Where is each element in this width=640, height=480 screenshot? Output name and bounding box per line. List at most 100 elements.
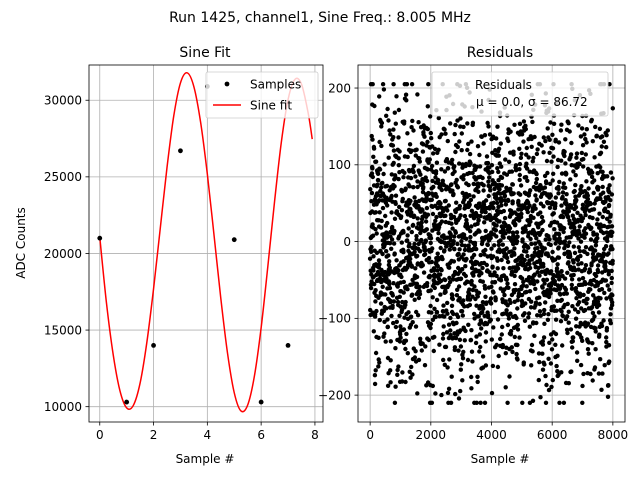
residual-point (580, 383, 585, 389)
residual-point (376, 198, 382, 203)
residual-point (463, 328, 468, 334)
residual-point (505, 259, 511, 265)
residual-point (448, 315, 453, 321)
residual-point (471, 181, 476, 187)
residual-point (387, 282, 392, 287)
residual-point (608, 321, 613, 326)
residual-point (460, 190, 465, 196)
residual-point (381, 308, 386, 314)
residual-point (453, 391, 458, 397)
residual-point (401, 327, 407, 332)
residual-point (407, 241, 412, 247)
residual-point (392, 251, 397, 256)
residual-point (414, 233, 419, 239)
residuals-legend-label: Residuals (475, 78, 532, 92)
residual-point (396, 135, 401, 140)
residual-point (606, 343, 612, 348)
residual-point (517, 121, 523, 127)
residual-point (432, 146, 438, 152)
residual-point (425, 139, 430, 145)
residual-point (532, 231, 538, 236)
residual-point (597, 252, 602, 258)
residual-point (499, 257, 504, 263)
residual-point (451, 311, 456, 317)
residual-point (604, 230, 609, 235)
residual-point (424, 227, 429, 232)
residual-point (438, 245, 443, 251)
residual-point (403, 299, 408, 305)
residual-point (390, 224, 395, 230)
residual-point (535, 270, 540, 275)
residual-point (542, 321, 547, 326)
residual-point (391, 281, 396, 286)
residual-point (428, 130, 433, 136)
residual-point (536, 377, 541, 383)
residual-point (559, 203, 564, 208)
residual-point (506, 285, 511, 290)
residual-point (559, 297, 564, 303)
residual-point (404, 98, 409, 103)
sine-fit-title: Sine Fit (179, 45, 231, 61)
residual-point (483, 247, 488, 253)
residual-point (590, 251, 596, 257)
residual-point (384, 183, 390, 189)
residual-point (517, 177, 522, 183)
residual-point (393, 384, 398, 389)
residual-point (610, 258, 615, 264)
residuals-xtick-label-3: 6000 (537, 428, 568, 442)
residual-point (480, 300, 486, 305)
residual-point (419, 237, 424, 243)
residual-point (573, 173, 578, 178)
residual-point (470, 287, 475, 293)
residual-point (455, 241, 460, 247)
residual-point (540, 227, 545, 233)
residual-point (523, 126, 528, 132)
residual-point (439, 167, 444, 172)
residual-point (583, 263, 589, 268)
residual-point (600, 169, 605, 175)
residual-point (570, 345, 575, 350)
residual-point (521, 139, 526, 144)
residual-point (445, 208, 450, 213)
residual-point (403, 92, 409, 97)
sample-point-6 (258, 399, 264, 405)
residual-point (404, 219, 409, 224)
residual-point (390, 293, 395, 298)
residual-point (468, 160, 473, 166)
residual-point (469, 208, 475, 213)
residual-point (410, 292, 415, 297)
residuals-xtick-label-4: 8000 (598, 428, 629, 442)
residual-point (487, 175, 492, 180)
residual-point (445, 166, 451, 171)
residual-point (523, 224, 528, 229)
residual-point (431, 184, 436, 190)
residual-point (604, 296, 609, 301)
residual-point (543, 138, 548, 144)
residual-point (464, 256, 469, 262)
residual-point (481, 141, 486, 146)
residual-point (391, 148, 397, 153)
residual-point (517, 218, 522, 223)
residual-point (511, 191, 516, 196)
residual-point (576, 267, 581, 272)
residual-point (386, 155, 391, 160)
residual-point (552, 227, 557, 232)
residual-point (446, 386, 452, 391)
residual-point (589, 225, 594, 231)
residual-point (535, 245, 540, 251)
residual-point (518, 214, 524, 220)
residual-point (583, 231, 589, 236)
residual-point (419, 224, 424, 230)
residual-point (441, 303, 446, 308)
residual-point (528, 305, 534, 310)
residual-point (478, 344, 483, 350)
residual-point (569, 282, 574, 288)
residual-point (387, 188, 392, 193)
residual-point (379, 185, 384, 190)
residual-point (387, 285, 393, 291)
residual-point (385, 324, 390, 329)
residual-point (419, 348, 424, 353)
residual-point (430, 246, 435, 251)
residual-point (461, 349, 466, 355)
